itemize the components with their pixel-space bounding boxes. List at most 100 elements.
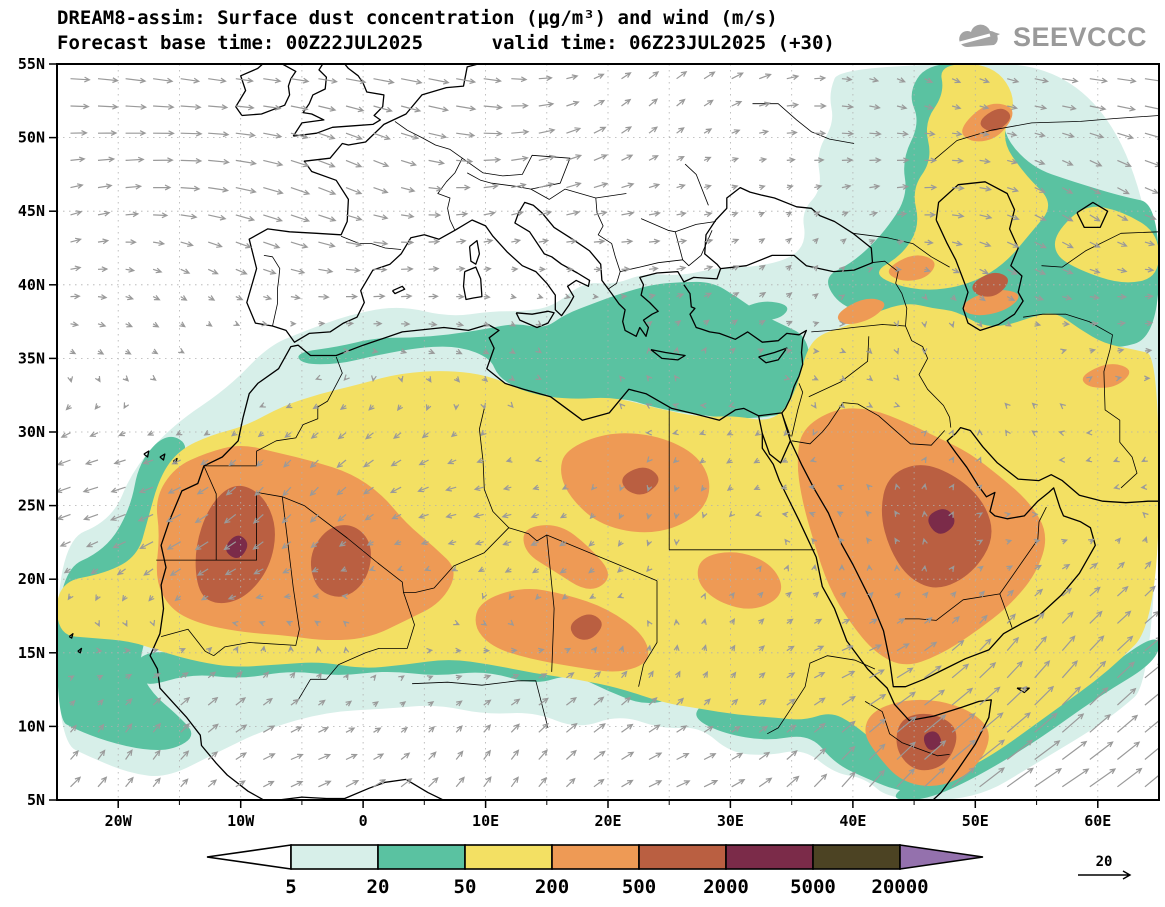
dust-region [980,108,1011,132]
coastline [462,266,483,301]
country-border [791,402,945,446]
dust-region [972,272,1008,297]
dust-region [962,289,1019,316]
coastline [68,633,74,639]
coastline [391,285,406,295]
country-border [394,121,463,231]
colorbar-segment [812,844,901,870]
country-border [808,336,870,398]
coastline [159,453,166,461]
coastline [1076,201,1109,229]
lon-tick-label: 40E [839,812,866,830]
lon-tick-label: 20W [105,812,133,830]
colorbar: 5 20 50 200 500 2000 5000 20000 [206,844,984,898]
country-border [767,655,876,735]
country-border [932,115,1159,162]
lon-tick-label: 10E [472,812,499,830]
country-border [160,628,214,657]
country-border [1023,313,1138,489]
dust-region [928,509,955,534]
coastline [246,64,722,343]
wind-reference-label: 20 [1096,854,1113,870]
coastline [149,323,782,800]
colorbar-label: 5 [285,876,296,898]
lon-tick-label: 20E [594,812,621,830]
cloud-logo-icon [959,24,1000,48]
country-border [781,412,791,437]
country-border [791,383,804,437]
colorbar-label: 50 [454,876,477,898]
coastline [650,348,686,361]
lon-tick-label: 0 [359,812,368,830]
colorbar-segment [377,844,466,870]
country-border [620,230,713,272]
chart-subtitle: Forecast base time: 00Z22JUL2025 valid t… [57,32,835,54]
lat-tick-label: 10N [18,717,45,735]
lat-tick-label: 35N [18,349,45,367]
lat-tick-label: 55N [18,55,45,73]
coastline [704,186,874,273]
country-border [864,701,950,757]
country-border [1041,231,1159,268]
dust-region [310,525,371,597]
lon-tick-label: 60E [1084,812,1111,830]
dust-region [923,731,942,750]
country-border [530,188,627,200]
country-borders [156,103,1159,757]
colorbar-segment [551,844,640,870]
dust-region [837,298,885,325]
colorbar-label: 20 [367,876,390,898]
lon-tick-label: 10W [227,812,255,830]
dust-field [57,64,1159,800]
country-border [546,534,555,672]
coastline [293,64,385,137]
coastline [235,64,264,116]
country-border [900,593,1013,628]
dust-region [888,255,935,281]
coastline [758,347,788,364]
map-area [57,64,1159,800]
seevccc-logo: SEEVCCC [954,20,1147,54]
colorbar-segment [638,844,727,870]
wind-vectors [57,71,1159,788]
coastline [241,64,297,117]
country-border [213,496,300,657]
country-border [811,324,906,333]
country-border [412,680,549,729]
lon-tick-label: 30E [717,812,744,830]
dust-region [1054,206,1159,283]
country-border [479,408,510,528]
coastline [683,284,808,414]
axes: 55N 50N 45N 40N 35N 30N 25N 20N 15N 10N 5N 20W 10W 0 1… [18,55,1111,830]
lat-tick-label: 25N [18,497,45,515]
country-border [638,580,658,687]
colorbar-segment [290,844,379,870]
country-border [304,505,510,593]
coastline [143,450,150,458]
logo-text: SEEVCCC [1012,21,1147,52]
chart-title: DREAM8-assim: Surface dust concentration… [57,7,778,29]
colorbar-segment [464,844,553,870]
coastline [757,412,792,464]
country-border [752,103,855,144]
lat-tick-label: 45N [18,202,45,220]
title-block: DREAM8-assim: Surface dust concentration… [57,6,835,56]
colorbar-label: 20000 [871,876,928,898]
dust-region [226,535,248,558]
colorbar-label: 2000 [703,876,749,898]
colorbar-label: 200 [535,876,569,898]
coastline [468,239,481,265]
lat-tick-label: 30N [18,423,45,441]
coastline [761,433,992,800]
coastline [935,181,1024,332]
colorbar-right-arrow [899,844,984,870]
country-border [156,465,217,561]
coastline [789,426,1159,688]
country-border [462,154,571,190]
colorbar-label: 500 [622,876,656,898]
country-border [203,356,343,467]
country-border [852,232,950,268]
country-border [297,592,415,701]
country-border [640,218,676,233]
